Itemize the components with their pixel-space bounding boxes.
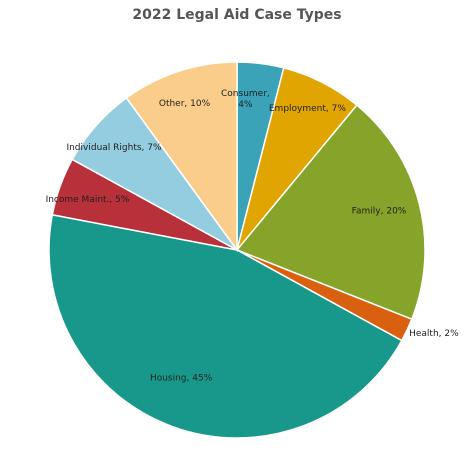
chart-title: 2022 Legal Aid Case Types <box>132 7 342 23</box>
labels-layer: Consumer, 4% Employment, 7% Family, 20% Heal… <box>46 89 460 383</box>
slice-label-family: Family, 20% <box>352 207 407 217</box>
slices-layer <box>48 61 426 439</box>
pie-slice-family <box>235 104 426 321</box>
slice-label-income-maint: Income Maint., 5% <box>46 195 130 205</box>
slice-label-consumer: Consumer, 4% <box>221 89 270 110</box>
slice-label-housing: Housing, 45% <box>150 373 213 383</box>
pie-slice-housing <box>48 213 403 439</box>
pie-slice-other <box>125 61 238 253</box>
slice-label-individual-rights: Individual Rights, 7% <box>66 143 162 153</box>
slice-label-health: Health, 2% <box>409 329 459 339</box>
slice-label-employment: Employment, 7% <box>269 104 346 114</box>
slice-label-other: Other, 10% <box>159 99 211 109</box>
